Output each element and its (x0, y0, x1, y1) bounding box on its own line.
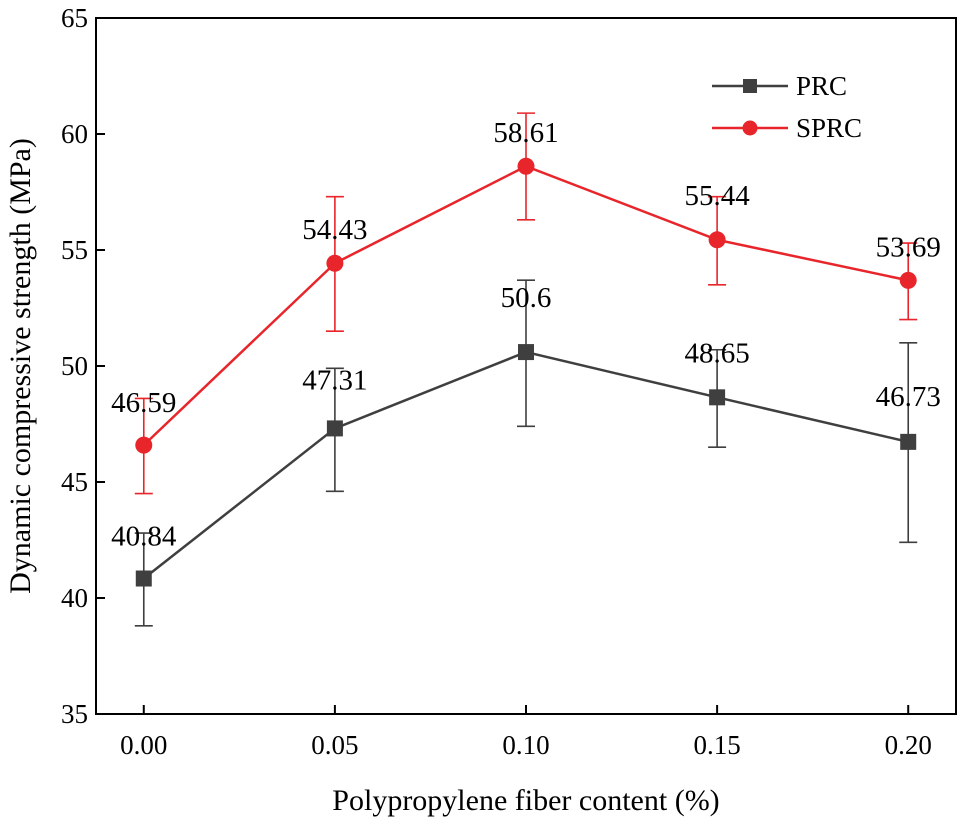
x-tick-label: 0.10 (502, 730, 549, 760)
sprc-data-label: 54.43 (302, 214, 367, 246)
legend-item-sprc: SPRC (712, 113, 862, 143)
prc-data-label: 47.31 (302, 364, 367, 396)
y-tick-label: 50 (61, 351, 88, 381)
sprc-data-label: 53.69 (876, 231, 941, 263)
legend-label-sprc: SPRC (796, 113, 862, 143)
series-layer (134, 112, 918, 627)
data-labels: 40.84 47.31 50.6 48.65 46.73 46.59 54.43 58.61 5… (111, 117, 941, 552)
series-sprc (134, 112, 918, 495)
prc-point (709, 389, 726, 406)
y-axis: 35 40 45 50 55 60 65 (61, 3, 105, 729)
sprc-point (517, 157, 535, 175)
x-tick-label: 0.00 (120, 730, 167, 760)
y-tick-label: 55 (61, 235, 88, 265)
prc-data-label: 50.6 (501, 282, 552, 314)
prc-data-label: 48.65 (684, 337, 749, 369)
x-tick-label: 0.20 (885, 730, 932, 760)
prc-point (326, 420, 343, 437)
legend: PRC SPRC (712, 71, 862, 143)
y-tick-label: 60 (61, 119, 88, 149)
prc-point (900, 433, 917, 450)
legend-marker-prc (743, 79, 757, 93)
y-axis-title: Dynamic compressive strength (MPa) (4, 138, 37, 594)
prc-data-label: 46.73 (876, 381, 941, 413)
y-tick-label: 45 (61, 467, 88, 497)
x-axis: 0.00 0.05 0.10 0.15 0.20 (120, 705, 932, 760)
legend-item-prc: PRC (712, 71, 847, 101)
sprc-data-label: 55.44 (684, 180, 750, 212)
x-tick-label: 0.15 (693, 730, 740, 760)
sprc-data-label: 58.61 (493, 117, 558, 149)
sprc-point (899, 271, 917, 289)
y-tick-label: 35 (61, 699, 88, 729)
y-tick-label: 40 (61, 583, 88, 613)
sprc-data-label: 46.59 (111, 387, 176, 419)
y-tick-label: 65 (61, 3, 88, 33)
x-axis-title: Polypropylene fiber content (%) (332, 784, 719, 817)
prc-data-label: 40.84 (111, 521, 177, 553)
sprc-point (135, 436, 153, 454)
prc-point (518, 344, 534, 361)
legend-label-prc: PRC (796, 71, 847, 101)
sprc-point (326, 254, 344, 272)
legend-marker-sprc (742, 120, 758, 136)
x-tick-label: 0.05 (311, 730, 358, 760)
prc-point (135, 570, 152, 587)
sprc-point (708, 231, 726, 249)
series-prc (134, 279, 918, 627)
